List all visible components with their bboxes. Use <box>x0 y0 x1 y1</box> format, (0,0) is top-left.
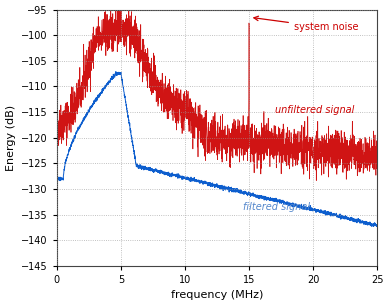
Text: system noise: system noise <box>254 16 358 32</box>
X-axis label: frequency (MHz): frequency (MHz) <box>171 290 263 300</box>
Y-axis label: Energy (dB): Energy (dB) <box>5 105 16 171</box>
Text: filtered signal: filtered signal <box>243 202 310 212</box>
Text: unfiltered signal: unfiltered signal <box>275 105 354 114</box>
